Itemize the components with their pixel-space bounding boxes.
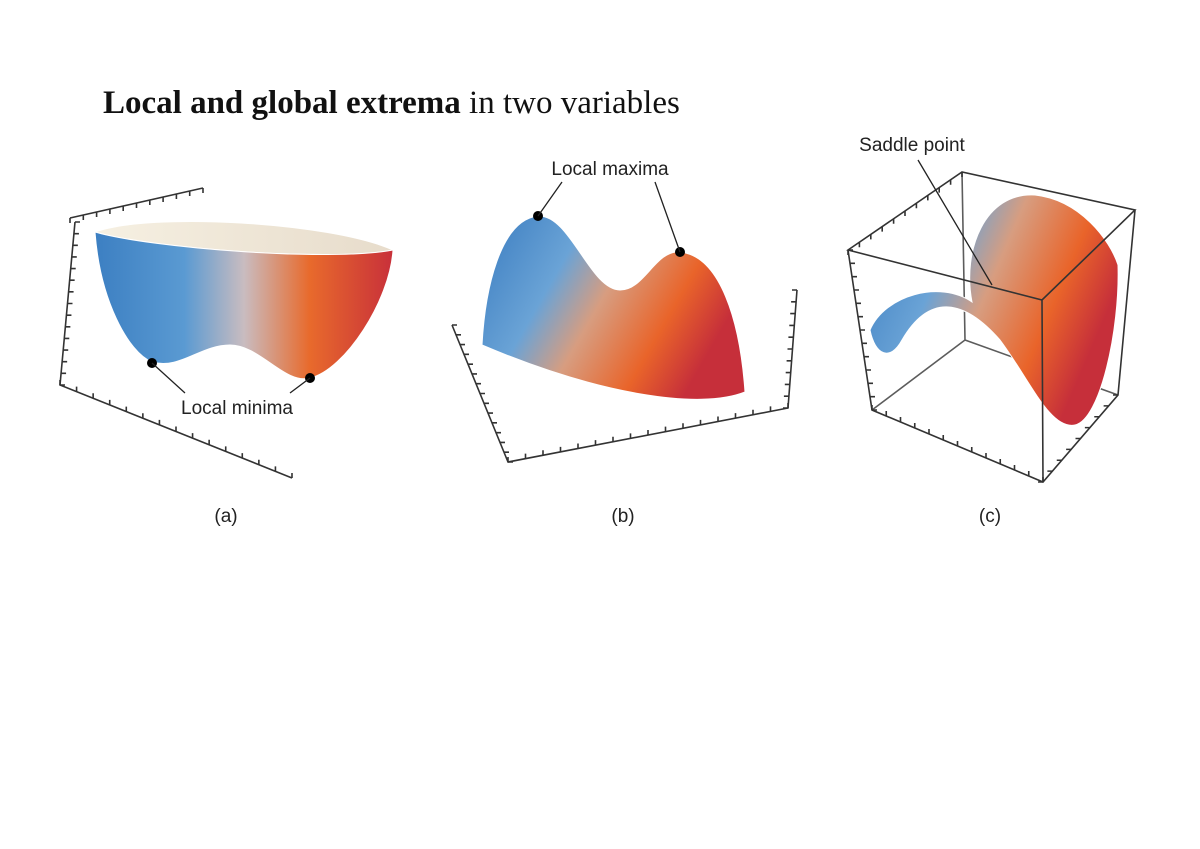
annotation: Local maxima — [551, 159, 669, 180]
figure-a: Local minima (a) — [59, 187, 395, 527]
axis-ticks — [452, 324, 513, 463]
axis-ticks — [847, 172, 963, 255]
axis-ticks — [871, 405, 1044, 482]
annotation: Local minima — [181, 398, 293, 419]
title-rest: in two variables — [469, 85, 680, 121]
leader — [151, 362, 311, 394]
axis-ticks — [60, 221, 80, 386]
caption: (c) — [979, 506, 1001, 527]
title-bold: Local and global extrema — [103, 85, 461, 121]
slide-title: Local and global extrema in two variable… — [103, 85, 680, 121]
leader — [917, 159, 993, 286]
hills-surface — [481, 215, 746, 400]
caption: (b) — [611, 506, 634, 527]
figure-b: Local maxima (b) — [451, 159, 798, 527]
caption: (a) — [214, 506, 237, 527]
axis-ticks — [59, 380, 293, 478]
axis-ticks — [69, 188, 204, 223]
leader — [537, 181, 681, 253]
axis-ticks — [783, 289, 797, 409]
axis-ticks — [507, 403, 789, 462]
annotation: Saddle point — [859, 135, 965, 156]
axis-ticks — [848, 249, 877, 411]
bowl-surface — [94, 231, 394, 380]
saddle-surface — [869, 194, 1119, 426]
axis-ticks — [1038, 394, 1118, 483]
figure-c: Saddle point (c) — [846, 135, 1137, 527]
